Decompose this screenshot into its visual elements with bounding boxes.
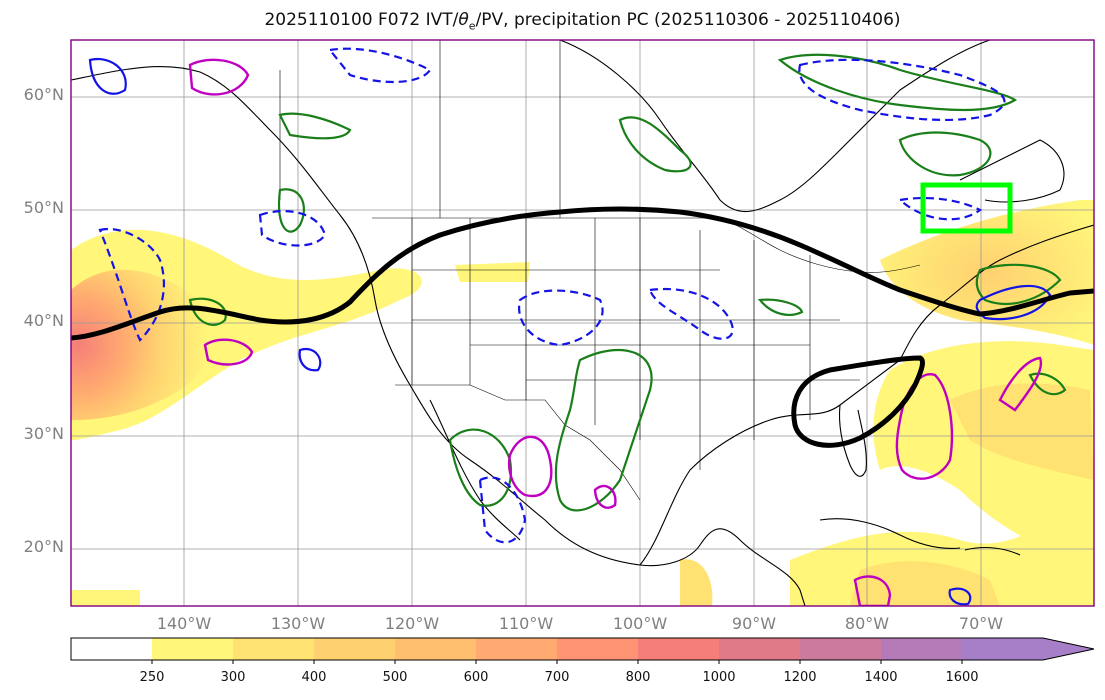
lon-label-140w: 140°W [156, 614, 212, 633]
blue-dashed-midwest [648, 287, 734, 340]
thick-contour-main [71, 206, 1094, 341]
labrador-coast [959, 139, 1065, 203]
blue-dashed-bc [258, 210, 327, 247]
sw-ivt-patch [71, 590, 140, 606]
map-area [71, 40, 1094, 606]
lon-label-80w: 80°W [844, 614, 890, 633]
blue-dashed-contours [98, 47, 1006, 544]
magenta-contour-atlantic [895, 373, 953, 480]
map-title: 2025110100 F072 IVT/θe/PV, precipitation… [0, 10, 1105, 32]
lon-label-70w: 70°W [958, 614, 1004, 633]
colorbar-label-500: 500 [382, 670, 408, 685]
us-mexico-border [395, 384, 641, 501]
interior-ivt-patch [455, 262, 530, 282]
colorbar-label-1600: 1600 [945, 670, 979, 685]
lon-label-100w: 100°W [612, 614, 668, 633]
colorbar-label-1400: 1400 [864, 670, 898, 685]
cuba [819, 518, 961, 549]
green-contour-atlantic [975, 263, 1062, 305]
thick-black-contours [71, 206, 1094, 448]
florida [838, 404, 867, 477]
lat-label-50n: 50°N [23, 198, 64, 217]
caribbean-ivt-core [850, 561, 1000, 606]
magenta-contour-pacific [203, 338, 254, 366]
title-sub: e [468, 19, 476, 33]
blue-dashed-yukon [327, 47, 432, 83]
west-coast-line [71, 65, 806, 606]
state-borders-vertical [469, 218, 811, 470]
colorbar-label-250: 250 [139, 670, 165, 685]
thick-contour-closed-low [791, 355, 925, 448]
green-contour-labrador [777, 53, 1018, 112]
colorbar-label-400: 400 [301, 670, 327, 685]
blue-contour-caribbean [948, 587, 972, 606]
hispaniola [964, 546, 1021, 556]
lat-label-60n: 60°N [23, 85, 64, 104]
lat-label-20n: 20°N [23, 537, 64, 556]
lat-label-40n: 40°N [23, 311, 64, 330]
blue-dashed-quebec [897, 196, 983, 221]
magenta-contour-alaska [188, 58, 250, 96]
green-contour-hudson [618, 116, 692, 173]
colorbar-label-700: 700 [544, 670, 570, 685]
green-contour-sw [448, 428, 513, 507]
mexico-ivt-patch [680, 559, 713, 606]
atlantic-ivt-core [950, 383, 1094, 480]
blue-contour-pacific [298, 347, 322, 372]
colorbar-label-800: 800 [625, 670, 651, 685]
title-suffix: /PV, precipitation PC (2025110306 - 2025… [475, 10, 901, 30]
hudson-bay-coast [559, 40, 991, 213]
colorbar-label-1000: 1000 [702, 670, 736, 685]
blue-dashed-labrador [798, 58, 1006, 122]
green-contour-midwest [757, 298, 804, 316]
blue-contour-atlantic [975, 284, 1052, 321]
atlantic-ivt-north [880, 200, 1094, 345]
lon-label-130w: 130°W [270, 614, 326, 633]
blue-dashed-plains [517, 289, 604, 347]
ivt-shading [71, 200, 1094, 606]
magenta-contours [188, 58, 1043, 606]
magenta-contour-mexico [508, 435, 553, 498]
lon-label-110w: 110°W [498, 614, 554, 633]
green-contour-bc [277, 188, 305, 233]
map-border [70, 39, 1095, 607]
lat-label-30n: 30°N [23, 424, 64, 443]
us-canada-border [372, 217, 921, 273]
green-contour-pacific [188, 297, 227, 326]
gulf-and-east-coast [639, 224, 1094, 566]
colorbar-label-600: 600 [463, 670, 489, 685]
colorbar-label-300: 300 [220, 670, 246, 685]
blue-contour-alaska [88, 57, 127, 95]
highlight-region-box [920, 182, 1013, 234]
magenta-contour-south-mexico [593, 484, 617, 509]
magenta-contour-caribbean [853, 575, 892, 606]
baja-california [429, 399, 521, 541]
green-contour-mexico [554, 348, 653, 512]
green-contour-quebec [898, 131, 992, 177]
magenta-contour-east [998, 356, 1043, 412]
state-borders-horizontal [412, 269, 860, 381]
green-contour-east [1028, 372, 1067, 396]
province-borders [279, 40, 561, 218]
lon-label-90w: 90°W [731, 614, 777, 633]
title-prefix: 2025110100 F072 IVT/ [264, 10, 459, 30]
green-contours [188, 53, 1067, 512]
colorbar-label-1200: 1200 [783, 670, 817, 685]
blue-dashed-mexico [478, 476, 527, 544]
lon-label-120w: 120°W [384, 614, 440, 633]
colorbar [70, 637, 1095, 664]
coastlines [71, 40, 1094, 606]
green-contour-alaska [278, 112, 352, 140]
title-theta: θ [458, 10, 469, 30]
blue-solid-contours [88, 57, 1052, 606]
